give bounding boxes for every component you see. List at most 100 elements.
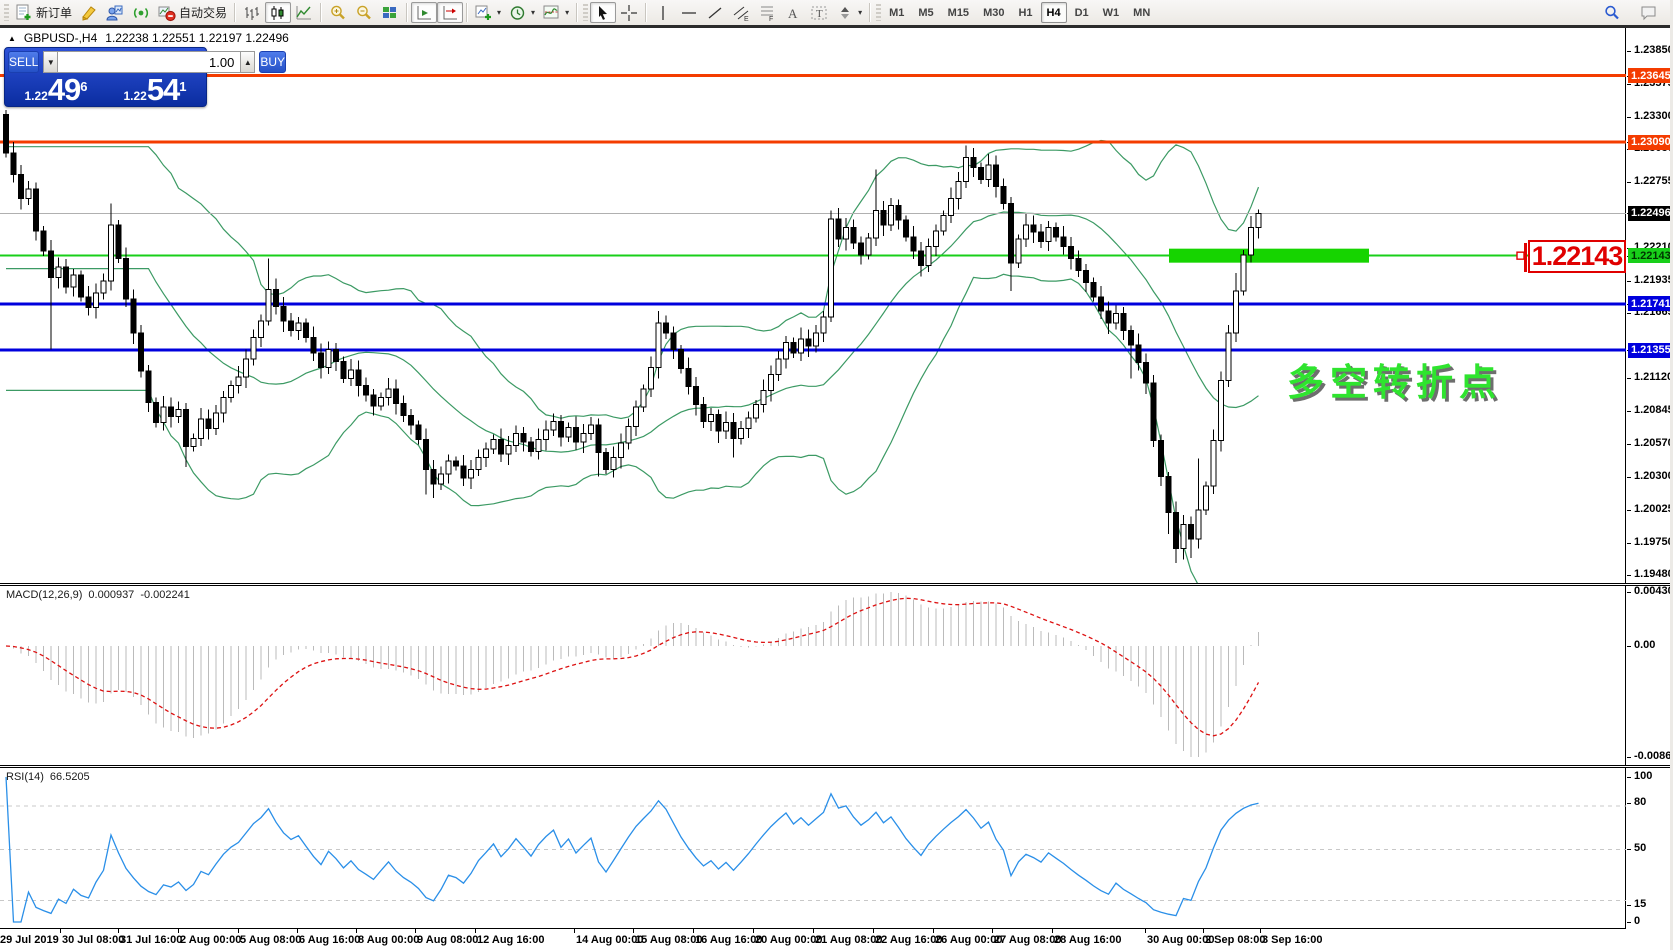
text-button[interactable]: A	[780, 2, 806, 23]
candle-body	[25, 188, 32, 199]
candle-body	[565, 426, 572, 438]
sell-price[interactable]: 1.22 49 6	[8, 74, 104, 106]
tf-mn-button[interactable]: MN	[1133, 6, 1151, 19]
collapse-icon[interactable]: ▲	[8, 33, 16, 43]
line-chart-icon	[295, 4, 313, 22]
search-button[interactable]	[1599, 2, 1625, 23]
chat-button[interactable]	[1635, 2, 1663, 23]
community-button[interactable]	[102, 2, 128, 23]
text-label-icon: T	[810, 4, 828, 22]
candle-body	[78, 274, 84, 298]
candle-body	[130, 298, 137, 334]
bollinger-lower-band	[6, 273, 1259, 605]
tf-m5-button[interactable]: M5	[918, 6, 934, 19]
candle-body	[258, 320, 264, 339]
tf-m30-button[interactable]: M30	[983, 6, 1005, 19]
toolbar: 新订单 自动交易	[0, 0, 1673, 25]
candle-body	[10, 152, 17, 175]
periods-button[interactable]: ▾	[505, 2, 539, 23]
macd-tick-label: 0.00	[1634, 639, 1656, 651]
price-tick	[1627, 83, 1631, 85]
price-axis[interactable]: 1.238501.235751.233001.230301.227551.222…	[1627, 28, 1673, 950]
auto-trading-button[interactable]: 自动交易	[154, 2, 231, 23]
rsi-panel[interactable]	[0, 768, 1626, 928]
time-label: 31 Jul 16:00	[120, 934, 183, 946]
candle-body	[723, 422, 729, 432]
candle-body	[1255, 212, 1262, 228]
time-tick	[1145, 929, 1146, 933]
tf-d1-button[interactable]: D1	[1074, 6, 1089, 19]
arrows-button[interactable]: ▾	[832, 2, 866, 23]
tf-w1-button[interactable]: W1	[1102, 6, 1120, 19]
zoom-out-icon	[355, 4, 373, 22]
horizontal-line-button[interactable]	[676, 2, 702, 23]
buy-price[interactable]: 1.22 54 1	[107, 74, 203, 106]
chinese-annotation[interactable]: 多空转折点	[1287, 362, 1502, 403]
candle-body	[1060, 236, 1067, 247]
buy-button[interactable]: BUY	[259, 51, 287, 73]
time-label: 5 Aug 08:00	[240, 934, 302, 946]
crosshair-button[interactable]	[616, 2, 642, 23]
zoom-in-button[interactable]	[325, 2, 351, 23]
time-axis[interactable]: 29 Jul 2019 30 Jul 08:00 31 Jul 16:00 2 Aug…	[0, 929, 1673, 950]
indicators-button[interactable]: ▾	[539, 2, 573, 23]
auto-scroll-button[interactable]	[411, 2, 438, 23]
candle-body	[580, 432, 587, 443]
trendline-button[interactable]	[702, 2, 728, 23]
tf-m1-button[interactable]: M1	[889, 6, 905, 19]
candle-body	[813, 332, 819, 347]
green-rectangle-object[interactable]	[1169, 248, 1369, 263]
rsi-tick	[1627, 922, 1631, 923]
new-chart-button[interactable]: ▾	[471, 2, 505, 23]
volume-up-button[interactable]: ▲	[240, 51, 256, 73]
symbol-period-label: GBPUSD-,H4	[23, 31, 98, 45]
candle-body	[430, 468, 437, 485]
price-callout-box[interactable]: 1.22143	[1528, 240, 1626, 273]
bar-chart-button[interactable]	[239, 2, 265, 23]
tf-h4-button[interactable]: H4	[1040, 2, 1067, 23]
macd-panel[interactable]	[0, 586, 1626, 765]
tile-windows-button[interactable]	[377, 2, 403, 23]
panel-separator[interactable]	[0, 583, 1673, 586]
candlestick-chart-button[interactable]	[265, 2, 292, 23]
price-tick	[1627, 116, 1631, 118]
zoom-out-button[interactable]	[351, 2, 377, 23]
new-order-button[interactable]: 新订单	[11, 2, 76, 23]
vertical-line-button[interactable]	[650, 2, 676, 23]
channel-icon: E	[732, 4, 750, 22]
line-chart-button[interactable]	[291, 2, 317, 23]
buy-price-pip: 1	[179, 79, 187, 94]
candle-body	[738, 428, 744, 439]
candle-body	[670, 332, 677, 351]
volume-down-button[interactable]: ▼	[43, 51, 59, 73]
metaeditor-button[interactable]	[76, 2, 102, 23]
macd-label: MACD(12,26,9) 0.000937 -0.002241	[6, 589, 190, 601]
text-label-button[interactable]: T	[806, 2, 832, 23]
line-handle-square[interactable]	[1516, 251, 1525, 260]
line-end-marker[interactable]	[1524, 243, 1527, 272]
cursor-button[interactable]	[590, 2, 617, 23]
candle-body	[970, 157, 977, 168]
candle-body	[558, 420, 564, 438]
equidistant-channel-button[interactable]: E	[728, 2, 754, 23]
chart-shift-button[interactable]	[437, 2, 464, 23]
candle-body	[183, 409, 189, 448]
candle-body	[745, 417, 752, 430]
fibonacci-button[interactable]: F	[754, 2, 780, 23]
time-tick	[753, 929, 754, 933]
price-tick	[1627, 280, 1631, 282]
macd-signal-value: -0.002241	[140, 589, 190, 601]
main-chart-panel[interactable]	[0, 28, 1626, 605]
time-label: 15 Aug 08:00	[635, 934, 703, 946]
signals-button[interactable]	[128, 2, 154, 23]
tf-m15-button[interactable]: M15	[947, 6, 970, 19]
sell-button[interactable]: SELL	[8, 51, 40, 73]
volume-input[interactable]	[58, 51, 241, 73]
candle-body	[1000, 185, 1007, 204]
candle-body	[303, 322, 309, 339]
candle-body	[93, 292, 99, 309]
panel-separator[interactable]	[0, 765, 1673, 768]
svg-text:F: F	[769, 16, 773, 22]
tf-h1-button[interactable]: H1	[1018, 6, 1033, 19]
